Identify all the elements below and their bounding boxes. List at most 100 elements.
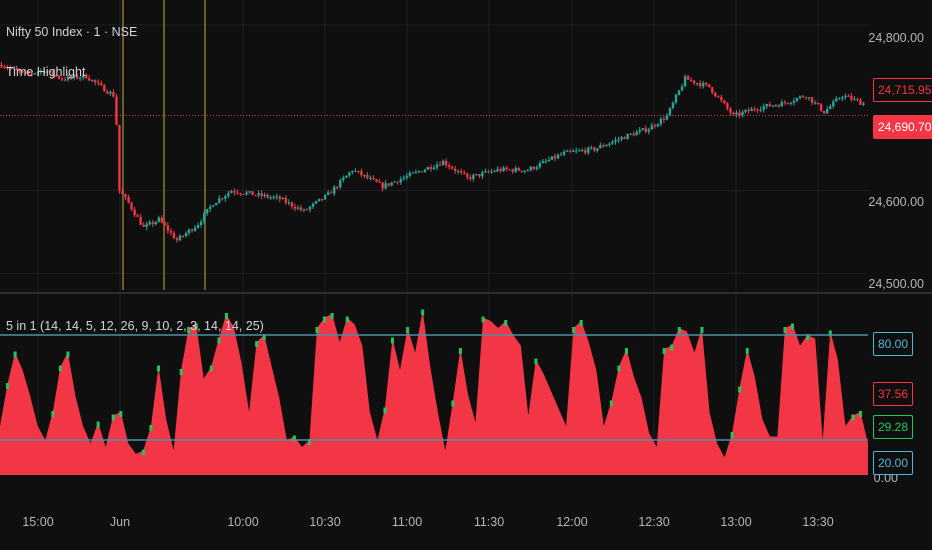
candle-down [181, 235, 185, 239]
candle-up [302, 208, 306, 213]
oscillator-rise-marker [677, 327, 681, 333]
candle-down [463, 170, 466, 175]
time-tick-label: 13:00 [720, 515, 751, 529]
oscillator-rise-marker [700, 327, 704, 333]
oscillator-rise-marker [13, 351, 17, 358]
oscillator-rise-marker [307, 439, 311, 445]
candle-up [272, 194, 275, 200]
candle-up [668, 107, 672, 117]
candle-down [54, 74, 58, 78]
price-tick-label: 24,800.00 [868, 31, 924, 45]
candle-down [453, 165, 457, 174]
oscillator-rise-marker [292, 435, 296, 442]
time-tick-label: 15:00 [22, 515, 53, 529]
candle-down [753, 106, 756, 112]
price-label-high: 24,715.95 [873, 78, 932, 102]
candle-down [69, 74, 73, 80]
candle-down [127, 194, 130, 204]
candle-up [348, 171, 351, 178]
candle-down [124, 193, 127, 201]
price-label-current: 24,690.70 [873, 115, 932, 139]
candle-down [602, 143, 605, 148]
oscillator-rise-marker [791, 323, 795, 330]
candle-up [605, 144, 608, 147]
oscillator-rise-marker [262, 334, 266, 340]
candle-down [118, 124, 121, 194]
candle-up [393, 180, 396, 183]
candle-up [441, 159, 445, 166]
time-axis[interactable]: 15:00 Jun 10:00 10:30 11:00 11:30 12:00 … [22, 515, 833, 529]
candle-down [711, 86, 714, 95]
candle-down [9, 65, 12, 71]
candle-down [60, 76, 64, 82]
candle-up [184, 231, 188, 238]
candle-down [299, 204, 303, 212]
candle-down [568, 148, 572, 154]
candle-up [326, 190, 330, 196]
osc-value-green-label: 29.28 [873, 415, 914, 439]
candle-down [593, 146, 596, 153]
candle-up [296, 205, 300, 211]
time-tick-label: 10:30 [309, 515, 340, 529]
candle-up [227, 190, 230, 199]
candle-down [290, 201, 294, 210]
candle-down [172, 230, 176, 239]
candle-down [847, 93, 850, 97]
candle-up [762, 103, 765, 113]
candle-up [287, 199, 291, 206]
candle-up [695, 82, 699, 87]
candle-up [402, 175, 405, 181]
oscillator-rise-marker [209, 365, 213, 372]
candle-down [714, 91, 717, 98]
candle-down [438, 161, 442, 166]
candle-up [741, 109, 744, 118]
candle-down [692, 80, 696, 86]
candle-up [641, 128, 644, 131]
oscillator-rise-marker [66, 351, 70, 358]
candle-down [221, 197, 224, 201]
candle-down [505, 165, 508, 172]
candle-up [677, 90, 681, 96]
candle-down [729, 106, 732, 116]
candle-up [12, 67, 15, 70]
time-tick-label: 12:30 [638, 515, 669, 529]
candle-down [136, 213, 139, 217]
candle-down [378, 178, 381, 184]
oscillator-rise-marker [6, 383, 10, 389]
symbol-legend[interactable]: Nifty 50 Index · 1 · NSE [6, 25, 138, 39]
oscillator-rise-marker [323, 316, 327, 323]
candle-up [345, 175, 348, 178]
candle-up [656, 123, 660, 128]
candle-down [532, 166, 536, 171]
candle-up [435, 161, 439, 171]
candle-up [702, 80, 705, 89]
candle-down [51, 68, 55, 79]
candle-up [66, 74, 70, 82]
candle-up [472, 173, 475, 182]
candle-down [444, 158, 448, 168]
candle-down [160, 215, 164, 224]
candle-up [590, 145, 593, 150]
oscillator-rise-marker [572, 327, 576, 333]
candle-up [154, 220, 157, 226]
oscillator-legend[interactable]: 5 in 1 (14, 14, 5, 12, 26, 9, 10, 2, 3, … [6, 319, 264, 333]
time-tick-label: 10:00 [227, 515, 258, 529]
oscillator-rise-marker [670, 344, 674, 351]
time-highlight-lines [122, 0, 206, 290]
candle-up [91, 79, 94, 82]
candle-down [469, 174, 472, 182]
candle-up [838, 97, 841, 100]
candle-up [774, 104, 777, 107]
candle-up [414, 169, 418, 174]
candle-up [257, 190, 260, 198]
time-tick-label: 12:00 [556, 515, 587, 529]
candle-up [535, 165, 539, 171]
time-highlight-legend[interactable]: Time Highlight [6, 65, 86, 79]
candle-up [384, 180, 387, 190]
oscillator-rise-marker [783, 327, 787, 333]
oscillator-rise-marker [617, 365, 621, 372]
oscillator-rise-marker [179, 369, 183, 375]
price-axis[interactable]: 24,800.00 24,600.00 24,500.00 0.00 [868, 31, 924, 485]
candle-up [399, 176, 402, 185]
